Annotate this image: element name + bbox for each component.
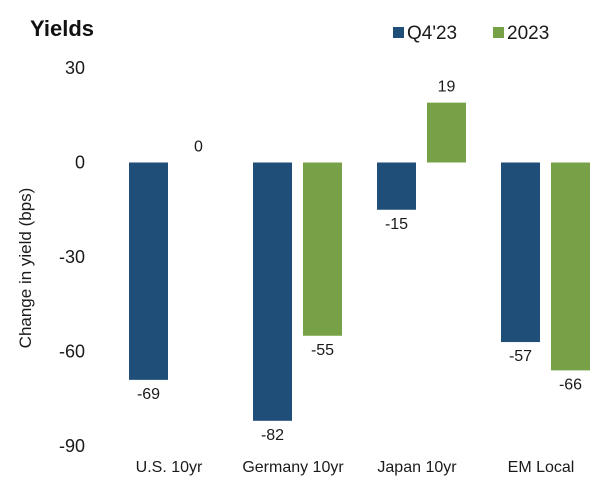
y-axis-ticks: 30 0 -30 -60 -90 bbox=[59, 58, 85, 456]
legend-swatch-q4-23 bbox=[393, 27, 404, 38]
legend-label-q4-23: Q4'23 bbox=[407, 23, 457, 44]
legend-swatch-2023 bbox=[493, 27, 504, 38]
legend-label-2023: 2023 bbox=[507, 23, 549, 44]
category-labels: U.S. 10yr Germany 10yr Japan 10yr EM Local bbox=[136, 459, 575, 476]
data-label: 19 bbox=[438, 79, 456, 96]
bar bbox=[303, 162, 342, 336]
y-axis-title: Change in yield (bps) bbox=[16, 188, 35, 349]
y-tick-label: 0 bbox=[75, 153, 85, 173]
data-label: -66 bbox=[559, 376, 582, 393]
bar bbox=[551, 162, 590, 371]
data-label: -55 bbox=[311, 342, 334, 359]
data-label: -15 bbox=[385, 216, 408, 233]
category-label: EM Local bbox=[508, 459, 575, 476]
bar bbox=[377, 162, 416, 210]
y-tick-label: -90 bbox=[59, 436, 85, 456]
y-tick-label: -30 bbox=[59, 247, 85, 267]
data-label: -57 bbox=[509, 348, 532, 365]
bar bbox=[129, 162, 168, 380]
chart-title: Yields bbox=[30, 16, 94, 41]
legend: Q4'23 2023 bbox=[393, 23, 549, 44]
category-label: U.S. 10yr bbox=[136, 459, 203, 476]
bars bbox=[129, 102, 590, 421]
data-label: -82 bbox=[261, 427, 284, 444]
category-label: Japan 10yr bbox=[377, 459, 457, 476]
data-label: -69 bbox=[137, 386, 160, 403]
y-tick-label: -60 bbox=[59, 342, 85, 362]
data-label: 0 bbox=[194, 139, 203, 156]
category-label: Germany 10yr bbox=[242, 459, 344, 476]
bar bbox=[253, 162, 292, 421]
data-labels: -69 -82 -15 -57 0 -55 19 -66 bbox=[137, 79, 582, 444]
bar bbox=[427, 102, 466, 163]
bar bbox=[501, 162, 540, 343]
y-tick-label: 30 bbox=[65, 58, 85, 78]
